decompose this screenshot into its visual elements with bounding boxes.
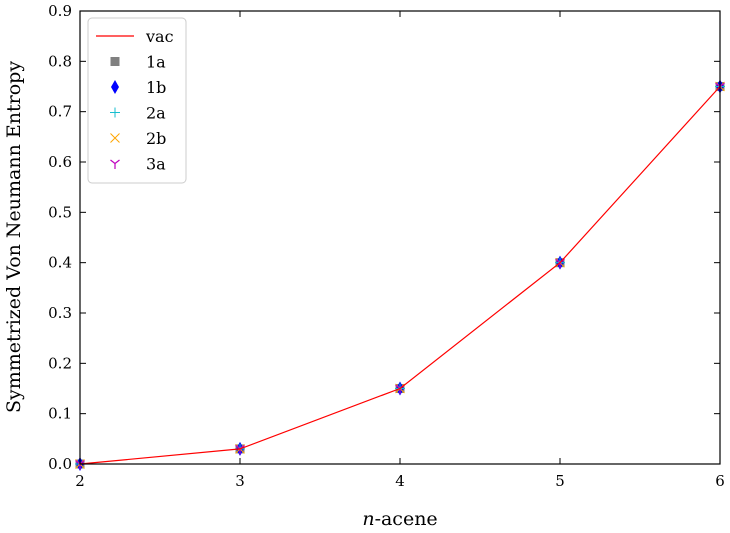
y-tick-label: 0.5 (48, 203, 72, 221)
x-tick-label: 3 (235, 472, 245, 490)
plot-frame (79, 10, 721, 465)
x-tick-label: 4 (395, 472, 405, 490)
legend-swatch-3a (110, 159, 120, 169)
x-tick-label: 6 (715, 472, 725, 490)
legend-label-2a: 2a (146, 104, 166, 123)
legend-label-3a: 3a (146, 155, 166, 174)
y-tick-label: 0.8 (48, 52, 72, 70)
legend-label-2b: 2b (146, 129, 166, 148)
y-tick-label: 0.7 (48, 103, 72, 121)
x-tick-label: 5 (555, 472, 565, 490)
legend: vac 1a 1b 2a 2b 3a (87, 17, 187, 184)
x-tick-label: 2 (75, 472, 85, 490)
y-tick-label: 0.2 (48, 354, 72, 372)
y-tick-label: 0.6 (48, 153, 72, 171)
axis-ticks: 2 3 4 5 6 0.0 0.1 0.2 0.3 0.4 0.5 0.6 0.7 0.8 0.9 (48, 2, 725, 490)
y-tick-label: 0.4 (48, 254, 72, 272)
x-axis-label-rest: -acene (375, 508, 438, 530)
y-tick-label: 0.9 (48, 2, 72, 20)
y-tick-label: 0.3 (48, 304, 72, 322)
x-axis-label: n-acene (362, 508, 437, 530)
legend-label-vac: vac (145, 27, 174, 46)
y-tick-label: 0.1 (48, 405, 72, 423)
y-axis-label: Symmetrized Von Neumann Entropy (3, 61, 25, 413)
legend-swatch-1b (111, 80, 119, 94)
legend-swatch-2b (110, 133, 120, 143)
legend-swatch-2a (110, 107, 120, 118)
legend-swatch-1a (110, 57, 120, 66)
legend-label-1b: 1b (146, 78, 166, 97)
x-axis-label-italic: n (362, 508, 374, 530)
y-tick-label: 0.0 (48, 455, 72, 473)
legend-label-1a: 1a (146, 53, 166, 72)
series-line-vac (79, 86, 721, 465)
